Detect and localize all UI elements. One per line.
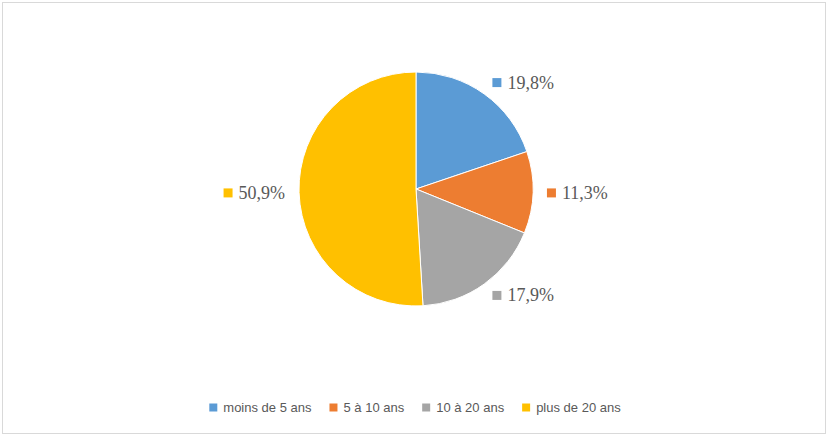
svg-text:50,9%: 50,9% xyxy=(239,183,286,203)
svg-text:10 à 20 ans: 10 à 20 ans xyxy=(436,400,504,415)
svg-text:19,8%: 19,8% xyxy=(507,73,553,93)
svg-text:11,3%: 11,3% xyxy=(562,183,608,203)
svg-text:plus de 20 ans: plus de 20 ans xyxy=(536,400,621,415)
svg-text:5 à 10 ans: 5 à 10 ans xyxy=(343,400,404,415)
svg-text:17,9%: 17,9% xyxy=(507,285,553,305)
svg-text:moins de 5 ans: moins de 5 ans xyxy=(223,400,312,415)
